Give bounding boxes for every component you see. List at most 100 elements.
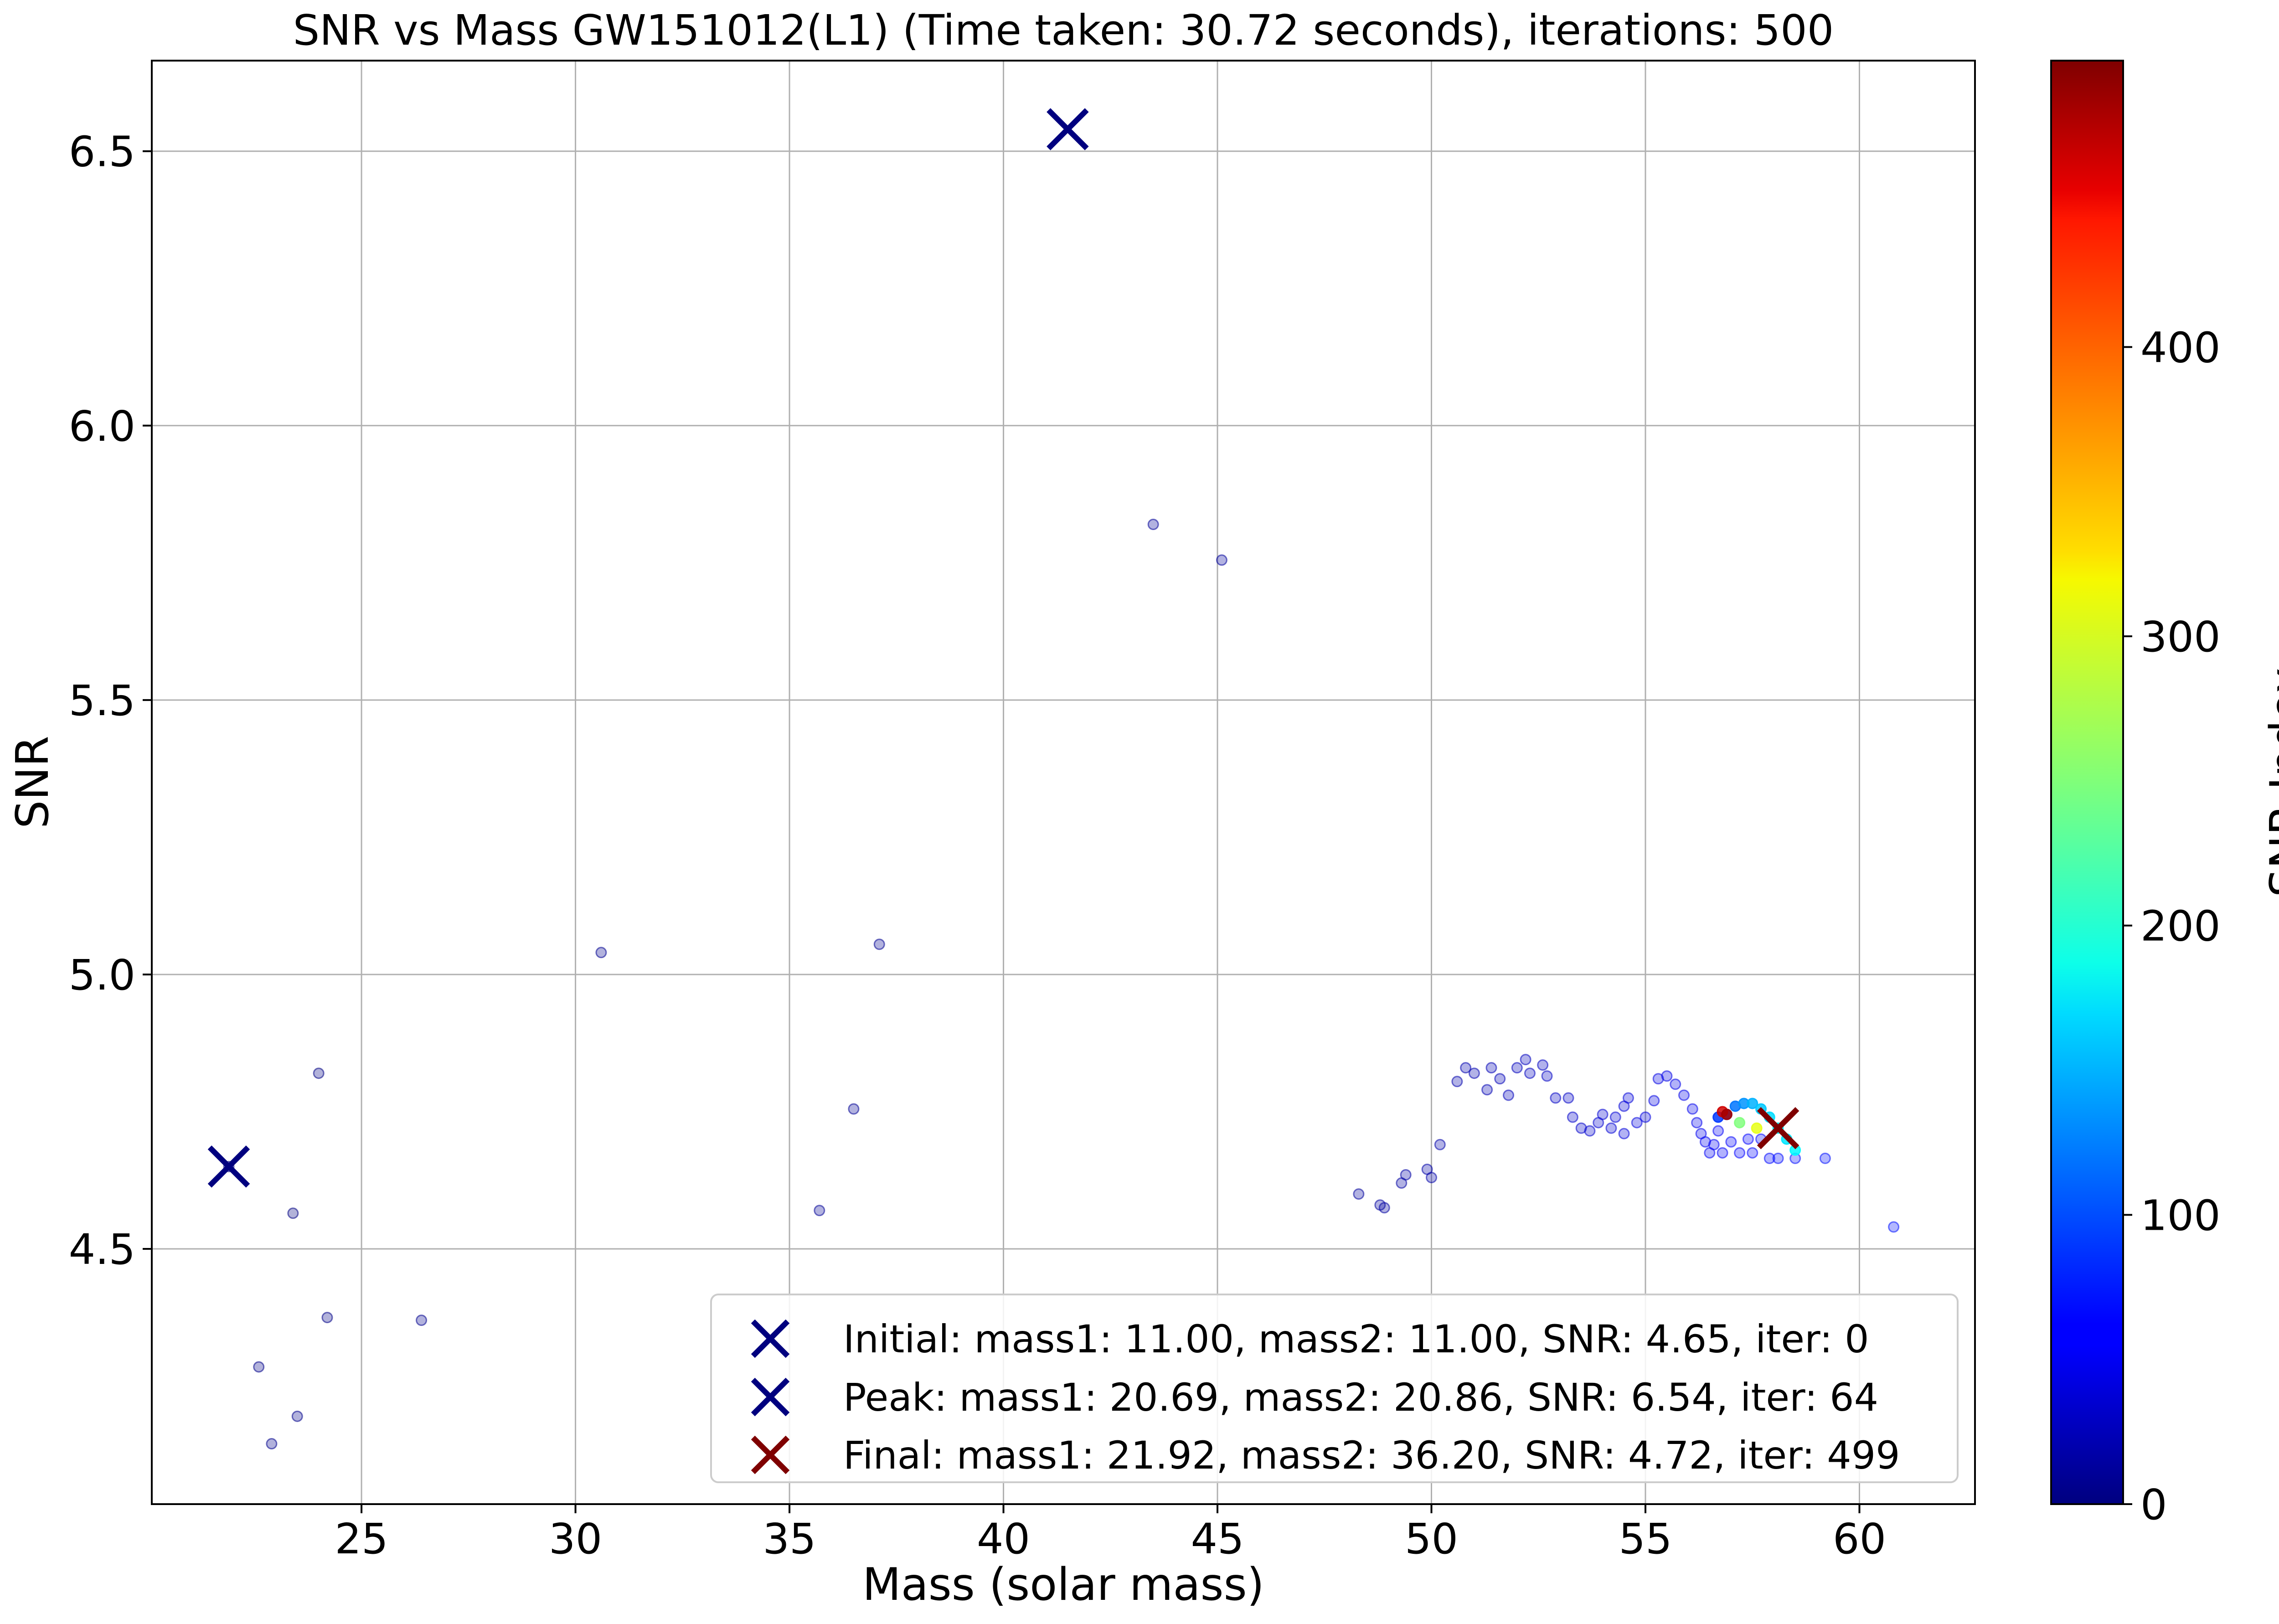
data-point [291,1410,303,1422]
y-tick-label: 6.5 [69,128,135,176]
legend-peak-icon [751,1377,790,1417]
data-point [1503,1089,1515,1101]
legend-initial-icon [751,1319,790,1358]
colorbar-tick-label: 300 [2140,613,2221,661]
data-point [1605,1122,1617,1134]
data-point [1661,1070,1673,1082]
x-tick-label: 60 [1833,1515,1886,1563]
y-tick-label: 5.5 [69,676,135,725]
final-marker [1757,1107,1799,1150]
data-point [1378,1202,1390,1214]
data-point [1567,1111,1578,1123]
legend-initial-label: Initial: mass1: 11.00, mass2: 11.00, SNR… [843,1317,1869,1361]
data-point [1712,1125,1724,1137]
data-point [814,1205,825,1217]
data-point [595,947,607,959]
data-point [1747,1098,1758,1109]
data-point [1485,1062,1497,1074]
colorbar-label: SNR Index [2261,667,2279,897]
data-point [1541,1070,1553,1082]
scatter-points [223,519,1900,1450]
x-tick-label: 45 [1191,1515,1244,1563]
data-point [1734,1147,1746,1159]
x-tick-label: 25 [335,1515,388,1563]
data-point [1763,1152,1775,1164]
data-point [1524,1067,1536,1079]
data-point [1584,1125,1596,1137]
data-point [873,938,885,950]
peak-marker [1047,108,1089,150]
grid [152,61,1975,1504]
x-tick-label: 40 [977,1515,1030,1563]
data-point [1511,1062,1523,1074]
x-axis-ticks: 25 30 35 40 45 50 55 60 [335,1504,1886,1563]
data-point [1622,1092,1634,1104]
chart-title: SNR vs Mass GW151012(L1) (Time taken: 30… [293,6,1834,55]
y-tick-label: 4.5 [69,1225,135,1274]
data-point [1670,1078,1681,1090]
data-point [1597,1108,1609,1120]
data-point [1708,1139,1720,1150]
legend-final-icon [751,1435,790,1474]
data-point [1686,1103,1698,1115]
data-point [1550,1092,1562,1104]
y-tick-label: 6.0 [69,402,135,451]
data-point [1717,1147,1728,1159]
data-point [1426,1172,1438,1184]
x-tick-label: 35 [763,1515,816,1563]
data-point [1772,1152,1784,1164]
data-point [1216,554,1227,566]
legend-peak-label: Peak: mass1: 20.69, mass2: 20.86, SNR: 6… [843,1375,1878,1420]
data-point [266,1438,278,1450]
data-point [1888,1221,1900,1233]
colorbar: 0 100 200 300 400 SNR Index [2050,60,2279,1529]
data-point [1353,1188,1365,1200]
colorbar-tick-label: 200 [2140,902,2221,951]
x-axis-label: Mass (solar mass) [862,1559,1264,1611]
data-point [1520,1054,1531,1066]
plot-frame [151,60,1976,1505]
data-point [253,1361,265,1373]
data-point [1691,1117,1703,1129]
initial-marker [207,1145,250,1188]
data-point [1631,1117,1643,1129]
legend-final-label: Final: mass1: 21.92, mass2: 36.20, SNR: … [843,1433,1900,1478]
data-point [1742,1133,1754,1145]
y-axis-ticks: 4.5 5.0 5.5 6.0 6.5 [69,128,152,1274]
data-point [1725,1136,1737,1148]
colorbar-tick-label: 0 [2140,1480,2167,1529]
data-point [416,1315,428,1326]
data-point [1721,1108,1732,1120]
colorbar-tick-label: 100 [2140,1191,2221,1240]
data-point [848,1103,860,1115]
data-point [1400,1169,1412,1181]
data-point [1481,1084,1493,1096]
legend: Initial: mass1: 11.00, mass2: 11.00, SNR… [710,1294,1959,1483]
data-point [1678,1089,1690,1101]
y-tick-label: 5.0 [69,951,135,1000]
data-point [1747,1147,1758,1159]
data-point [1147,519,1159,531]
data-point [321,1312,333,1324]
data-point [1468,1067,1480,1079]
data-point [1734,1117,1746,1129]
legend-box [710,1294,1959,1483]
colorbar-tick-label: 400 [2140,323,2221,372]
data-point [1434,1139,1446,1150]
x-tick-label: 30 [549,1515,602,1563]
colorbar-gradient [2050,60,2124,1505]
data-point [287,1207,299,1219]
data-point [1751,1122,1763,1134]
data-point [1460,1062,1472,1074]
data-point [313,1067,325,1079]
highlight-markers [207,108,1799,1188]
data-point [1640,1111,1651,1123]
data-point [1648,1095,1660,1107]
data-point [1494,1073,1506,1085]
x-tick-label: 55 [1619,1515,1672,1563]
data-point [1537,1059,1549,1071]
data-point [1618,1128,1630,1139]
x-tick-label: 50 [1405,1515,1458,1563]
data-point [1451,1076,1463,1088]
